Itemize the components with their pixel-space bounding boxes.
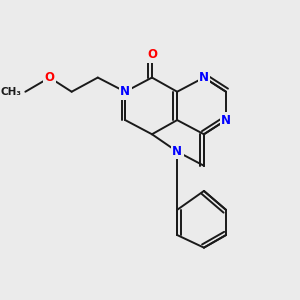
Text: O: O <box>147 48 157 62</box>
Text: N: N <box>221 114 231 127</box>
Text: O: O <box>45 71 55 84</box>
Text: N: N <box>172 145 182 158</box>
Text: CH₃: CH₃ <box>0 87 21 97</box>
Text: N: N <box>120 85 130 98</box>
Text: N: N <box>199 71 209 84</box>
